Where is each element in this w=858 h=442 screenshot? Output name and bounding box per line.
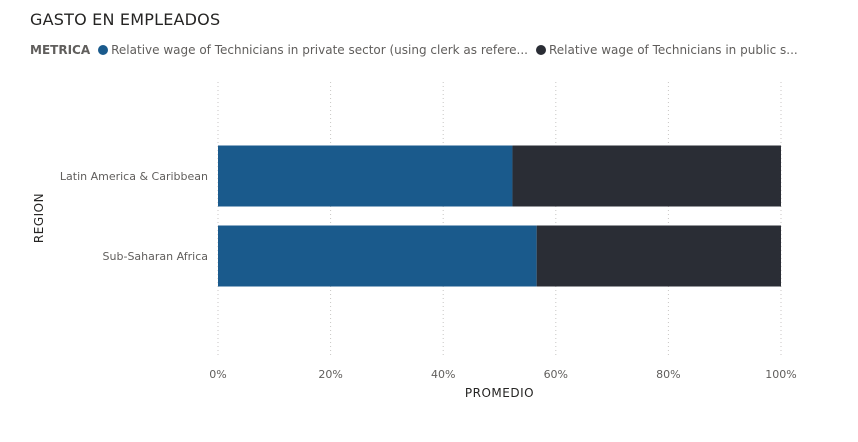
bar-private[interactable] xyxy=(218,145,513,207)
legend-label-public: Relative wage of Technicians in public s… xyxy=(549,43,798,57)
bar-public[interactable] xyxy=(512,145,781,207)
bar-public[interactable] xyxy=(536,225,781,287)
chart-title: GASTO EN EMPLEADOS xyxy=(30,10,221,29)
x-tick-label: 80% xyxy=(656,368,680,381)
x-tick-label: 100% xyxy=(765,368,796,381)
legend-dot-public xyxy=(536,45,546,55)
legend-label-private: Relative wage of Technicians in private … xyxy=(111,43,528,57)
x-tick-label: 20% xyxy=(318,368,342,381)
y-tick-label: Sub-Saharan Africa xyxy=(103,250,208,263)
legend: METRICA Relative wage of Technicians in … xyxy=(30,43,828,57)
legend-entry-private[interactable]: Relative wage of Technicians in private … xyxy=(98,43,528,57)
y-axis-title: REGION xyxy=(32,193,46,243)
legend-entry-public[interactable]: Relative wage of Technicians in public s… xyxy=(536,43,798,57)
x-tick-label: 40% xyxy=(431,368,455,381)
x-axis-title: PROMEDIO xyxy=(465,386,534,400)
x-tick-label: 0% xyxy=(209,368,226,381)
bar-private[interactable] xyxy=(218,225,537,287)
y-tick-label: Latin America & Caribbean xyxy=(60,170,208,183)
legend-title: METRICA xyxy=(30,43,91,57)
x-tick-label: 60% xyxy=(544,368,568,381)
legend-dot-private xyxy=(98,45,109,55)
